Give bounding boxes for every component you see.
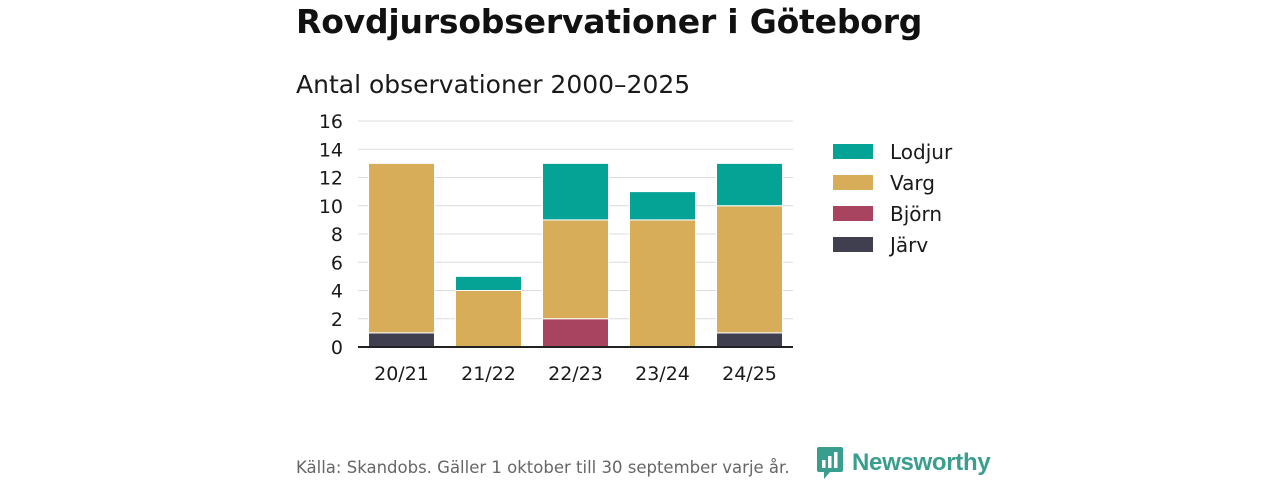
- bar-segment-varg: [542, 219, 609, 320]
- bar-segment-lodjur: [542, 162, 609, 221]
- bar-segment-lodjur: [716, 162, 783, 207]
- source-note: Källa: Skandobs. Gäller 1 oktober till 3…: [296, 458, 790, 477]
- x-tick-label: 20/21: [374, 363, 429, 385]
- legend-label-jarv: Järv: [888, 233, 928, 257]
- brand-name: Newsworthy: [852, 449, 991, 476]
- chart-title: Rovdjursobservationer i Göteborg: [296, 2, 923, 41]
- y-tick-label: 4: [331, 281, 343, 303]
- bar-segment-lodjur: [629, 191, 696, 221]
- y-tick-label: 2: [331, 309, 343, 331]
- bar-segment-bjorn: [542, 318, 609, 348]
- x-tick-label: 22/23: [548, 363, 603, 385]
- y-tick-label: 16: [319, 111, 343, 133]
- y-tick-label: 14: [319, 139, 343, 161]
- y-tick-label: 0: [331, 337, 343, 359]
- x-tick-label: 24/25: [722, 363, 777, 385]
- y-tick-label: 12: [319, 168, 343, 190]
- legend-label-bjorn: Björn: [890, 202, 942, 226]
- x-tick-label: 23/24: [635, 363, 690, 385]
- x-tick-label: 21/22: [461, 363, 516, 385]
- brand[interactable]: Newsworthy: [816, 446, 991, 480]
- bar-segment-varg: [629, 219, 696, 348]
- chart-subtitle: Antal observationer 2000–2025: [296, 70, 691, 99]
- legend-swatch-bjorn: [833, 206, 873, 221]
- bar-segment-lodjur: [455, 275, 522, 291]
- bar-segment-varg: [716, 205, 783, 334]
- bar-segment-jarv: [716, 332, 783, 348]
- legend-label-varg: Varg: [890, 171, 935, 195]
- legend-swatch-jarv: [833, 237, 873, 252]
- newsworthy-logo-icon: [817, 447, 843, 479]
- bar-segment-varg: [455, 290, 522, 348]
- y-tick-label: 6: [331, 252, 343, 274]
- y-tick-label: 10: [319, 196, 343, 218]
- y-tick-label: 8: [331, 224, 343, 246]
- legend-label-lodjur: Lodjur: [890, 140, 953, 164]
- legend-swatch-varg: [833, 175, 873, 190]
- legend-swatch-lodjur: [833, 144, 873, 159]
- bar-segment-jarv: [368, 332, 435, 348]
- bar-segment-varg: [368, 162, 435, 334]
